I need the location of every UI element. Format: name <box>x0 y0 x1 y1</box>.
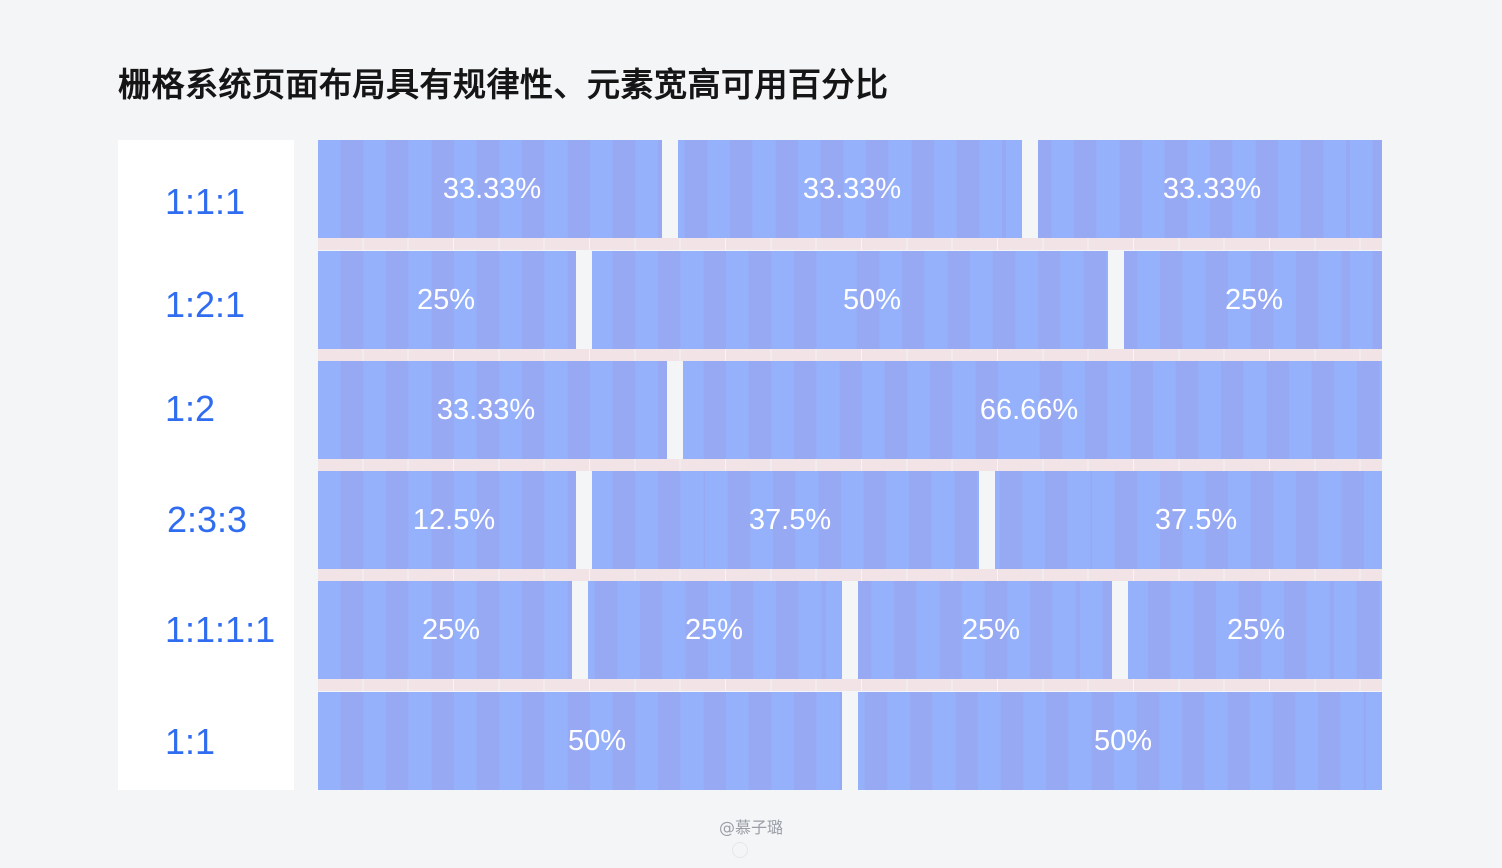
grid-cell <box>1038 140 1382 238</box>
ratio-label: 1:1 <box>165 721 216 762</box>
grid-cell <box>858 692 1382 790</box>
grid-cell <box>318 471 576 569</box>
gutter-strip <box>318 459 1382 471</box>
cell-percent-label: 25% <box>1226 613 1286 646</box>
ratio-label: 1:1:1:1 <box>165 609 276 650</box>
grid-cell <box>1128 581 1382 679</box>
cell-percent-label: 25% <box>421 613 481 646</box>
cell-percent-label: 25% <box>684 613 744 646</box>
cell-percent-label: 50% <box>842 283 902 316</box>
cell-percent-label: 50% <box>1093 724 1153 757</box>
gutter-strip <box>318 238 1382 250</box>
grid-cell <box>318 251 576 349</box>
grid-cell <box>858 581 1112 679</box>
grid-layout-diagram: 33.33% 33.33% 33.33% 25% 50% 25% 33.33% 66.66% 1… <box>318 140 1382 790</box>
ratio-label: 2:3:3 <box>167 499 248 540</box>
page-title: 栅格系统页面布局具有规律性、元素宽高可用百分比 <box>118 65 889 104</box>
grid-cell <box>318 361 667 459</box>
grid-cell <box>592 251 1108 349</box>
ratio-label: 1:2 <box>165 388 216 429</box>
gutter-strip <box>318 569 1382 581</box>
cell-percent-label: 66.66% <box>979 393 1079 426</box>
grid-cell <box>318 692 842 790</box>
grid-cell <box>995 471 1382 569</box>
cell-percent-label: 33.33% <box>442 172 542 205</box>
cell-percent-label: 25% <box>961 613 1021 646</box>
ratio-label: 1:1:1 <box>165 181 246 222</box>
cell-percent-label: 12.5% <box>412 503 496 536</box>
ratio-column: 1:1:1 1:2:1 1:2 2:3:3 1:1:1:1 1:1 <box>118 140 294 790</box>
grid-cell <box>683 361 1382 459</box>
gutter-strip <box>318 349 1382 361</box>
cell-percent-label: 37.5% <box>748 503 832 536</box>
cell-percent-label: 25% <box>416 283 476 316</box>
ratio-label: 1:2:1 <box>165 284 246 325</box>
grid-cell <box>318 140 662 238</box>
cell-percent-label: 25% <box>1224 283 1284 316</box>
grid-cell <box>592 471 979 569</box>
grid-cell <box>318 581 572 679</box>
grid-cell <box>1124 251 1382 349</box>
gutter-strip <box>318 679 1382 691</box>
cell-percent-label: 33.33% <box>436 393 536 426</box>
grid-cell <box>588 581 842 679</box>
grid-cell <box>678 140 1022 238</box>
cell-percent-label: 37.5% <box>1154 503 1238 536</box>
cell-percent-label: 33.33% <box>802 172 902 205</box>
cell-percent-label: 50% <box>567 724 627 757</box>
watermark-icon <box>732 842 748 858</box>
author-credit: @慕子璐 <box>718 818 784 837</box>
cell-percent-label: 33.33% <box>1162 172 1262 205</box>
